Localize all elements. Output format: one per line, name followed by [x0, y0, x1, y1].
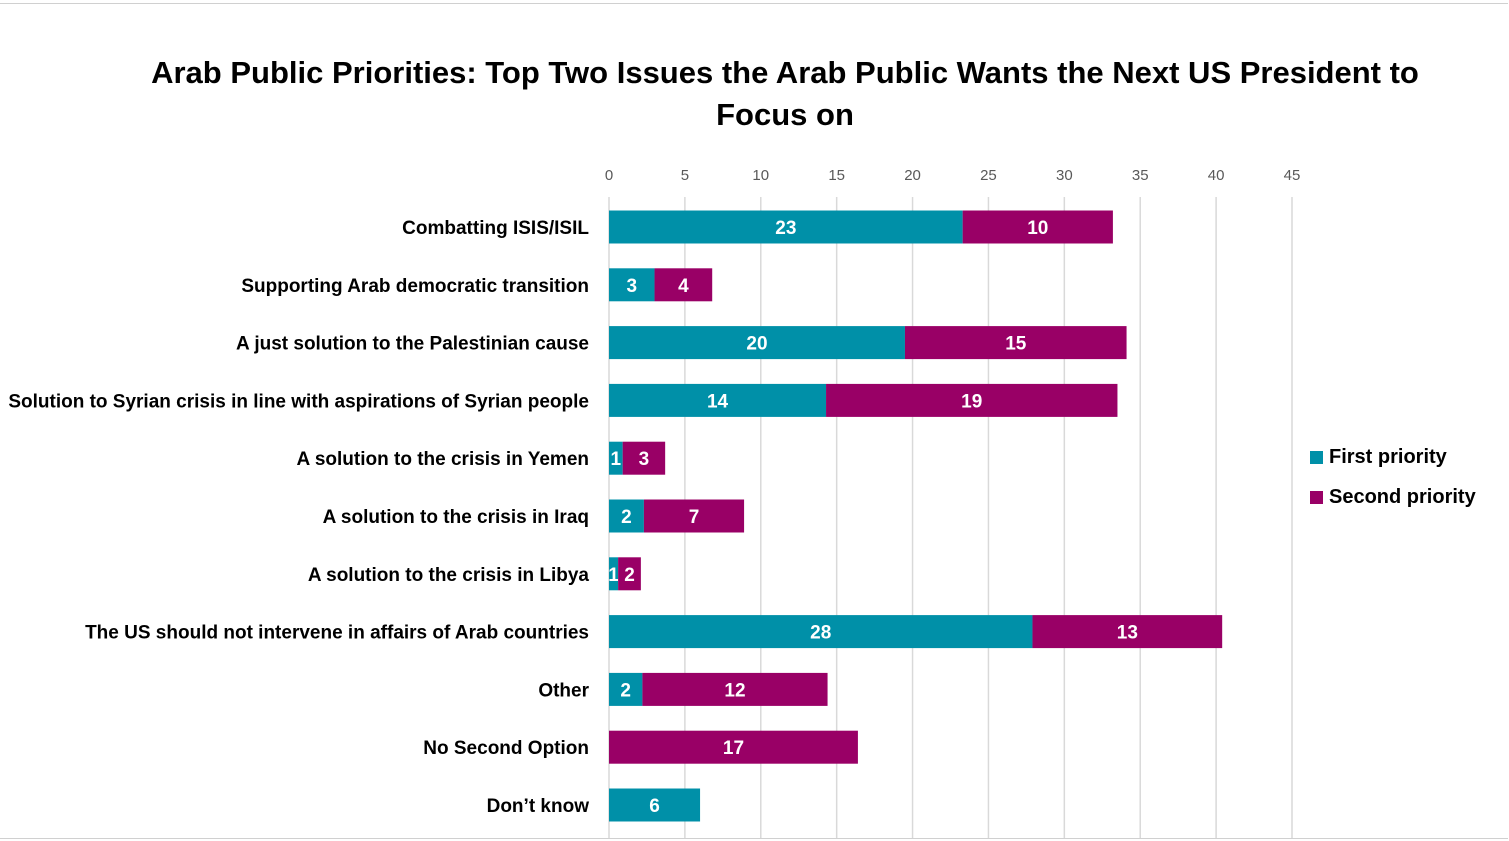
bar-first-priority	[609, 615, 1033, 649]
legend-item-first-priority: First priority	[1310, 437, 1476, 477]
category-label: A just solution to the Palestinian cause	[236, 334, 589, 355]
category-label: Don’t know	[487, 796, 590, 817]
category-label: The US should not intervene in affairs o…	[85, 623, 589, 644]
bar-second-priority	[826, 383, 1118, 417]
x-tick-label: 30	[1056, 167, 1073, 184]
legend-swatch-second-priority	[1310, 490, 1323, 504]
bar-second-priority	[618, 557, 641, 591]
data-label: 28	[810, 623, 831, 644]
bar-second-priority	[643, 499, 745, 533]
x-tick-label: 35	[1132, 167, 1149, 184]
bar-second-priority	[962, 210, 1113, 244]
data-label: 1	[608, 565, 619, 586]
bar-second-priority	[609, 730, 858, 764]
bar-first-priority	[609, 672, 643, 706]
legend-item-second-priority: Second priority	[1310, 477, 1476, 517]
legend: First priority Second priority	[1310, 437, 1476, 517]
bar-first-priority	[609, 326, 905, 360]
bar-first-priority	[609, 557, 619, 591]
data-label: 2	[624, 565, 635, 586]
category-label: Solution to Syrian crisis in line with a…	[8, 391, 589, 412]
bar-second-priority	[622, 441, 666, 475]
data-label: 4	[678, 276, 689, 297]
data-label: 7	[689, 507, 700, 528]
category-label: A solution to the crisis in Iraq	[323, 507, 589, 528]
x-tick-label: 45	[1284, 167, 1301, 184]
x-tick-label: 10	[752, 167, 769, 184]
chart-title: Arab Public Priorities: Top Two Issues t…	[151, 55, 1419, 132]
data-label: 2	[621, 507, 632, 528]
data-label: 3	[626, 276, 637, 297]
data-label: 6	[649, 796, 660, 817]
legend-swatch-first-priority	[1310, 450, 1323, 464]
data-label: 20	[746, 334, 767, 355]
data-label: 17	[723, 738, 744, 759]
x-tick-label: 40	[1208, 167, 1225, 184]
data-label: 19	[961, 391, 982, 412]
data-label: 1	[611, 449, 622, 470]
data-label: 3	[639, 449, 650, 470]
data-label: 2	[620, 680, 631, 701]
data-label: 13	[1117, 623, 1138, 644]
bar-second-priority	[1032, 615, 1223, 649]
category-label: A solution to the crisis in Libya	[308, 565, 590, 586]
legend-label-second-priority: Second priority	[1329, 485, 1476, 508]
data-label: 15	[1005, 334, 1027, 355]
bar-second-priority	[654, 268, 713, 302]
x-tick-label: 15	[828, 167, 845, 184]
bar-first-priority	[609, 268, 655, 302]
data-label: 12	[724, 680, 745, 701]
x-tick-label: 5	[681, 167, 689, 184]
bar-second-priority	[904, 326, 1127, 360]
data-label: 23	[775, 218, 796, 239]
x-tick-label: 0	[605, 167, 613, 184]
category-label: Other	[538, 680, 589, 701]
bar-first-priority	[609, 383, 827, 417]
data-label: 10	[1027, 218, 1048, 239]
bar-second-priority	[642, 672, 828, 706]
bar-first-priority	[609, 499, 644, 533]
legend-label-first-priority: First priority	[1329, 445, 1447, 468]
data-label: 14	[707, 391, 729, 412]
category-label: A solution to the crisis in Yemen	[297, 449, 589, 470]
bar-first-priority	[609, 441, 623, 475]
category-label: Supporting Arab democratic transition	[241, 276, 589, 297]
bar-first-priority	[609, 788, 701, 822]
bar-first-priority	[609, 210, 963, 244]
category-label: No Second Option	[423, 738, 589, 759]
chart-frame	[0, 3, 1508, 839]
category-label: Combatting ISIS/ISIL	[402, 218, 589, 239]
x-tick-label: 20	[904, 167, 921, 184]
x-tick-label: 25	[980, 167, 997, 184]
